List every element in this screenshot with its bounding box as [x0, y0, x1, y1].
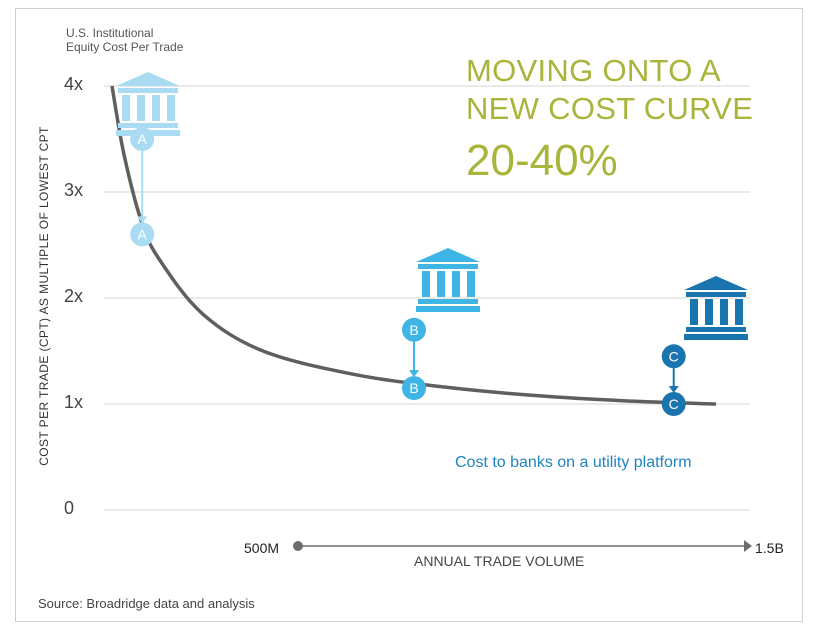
- chart-subtitle: U.S. Institutional Equity Cost Per Trade: [66, 26, 183, 54]
- headline-percentage: 20-40%: [466, 136, 618, 185]
- subtitle-line-1: U.S. Institutional: [66, 26, 154, 40]
- cost-curve-line: [110, 85, 717, 406]
- source-note: Source: Broadridge data and analysis: [38, 596, 255, 611]
- bank-a-after-marker: [130, 222, 155, 247]
- bank-b-before-label: B: [409, 322, 418, 338]
- bank-a-icon: [116, 72, 180, 136]
- headline-line-1: MOVING ONTO A: [466, 53, 721, 88]
- bank-c-icon: [684, 276, 748, 340]
- bank-b-after-marker: [402, 376, 426, 401]
- bank-a-after-label: A: [138, 226, 148, 242]
- bank-c-arrow-head: [668, 386, 679, 393]
- bank-c-before-label: C: [669, 348, 679, 364]
- y-tick-label: 2x: [64, 286, 84, 306]
- bank-b-after-label: B: [409, 380, 418, 396]
- x-axis-label: ANNUAL TRADE VOLUME: [414, 553, 585, 569]
- bank-a-before-marker: [130, 127, 155, 151]
- bank-b-before-marker: [402, 317, 426, 342]
- y-tick-label: 1x: [64, 392, 84, 412]
- y-tick-label: 0: [64, 498, 75, 518]
- bank-c-after-label: C: [669, 396, 679, 412]
- bank-c-after-marker: [661, 392, 686, 416]
- bank-b-arrow-head: [409, 370, 419, 378]
- subtitle-line-2: Equity Cost Per Trade: [66, 40, 184, 54]
- bank-c-before-marker: [661, 344, 686, 369]
- headline-line-2: NEW COST CURVE: [466, 91, 754, 126]
- x-range-end-label: 1.5B: [755, 540, 784, 556]
- x-range-start-label: 500M: [244, 540, 280, 556]
- y-tick-label: 3x: [64, 180, 84, 200]
- chart-frame: [15, 8, 803, 622]
- bank-b-icon: [416, 248, 480, 312]
- bank-a-before-label: A: [138, 131, 148, 147]
- utility-platform-label: Cost to banks on a utility platform: [455, 454, 692, 471]
- headline: MOVING ONTO A NEW COST CURVE: [466, 52, 753, 128]
- y-tick-label: 4x: [64, 74, 84, 94]
- bank-a-arrow-head: [137, 216, 148, 224]
- x-axis-start-dot: [293, 541, 303, 551]
- x-axis-arrow-head: [744, 540, 752, 552]
